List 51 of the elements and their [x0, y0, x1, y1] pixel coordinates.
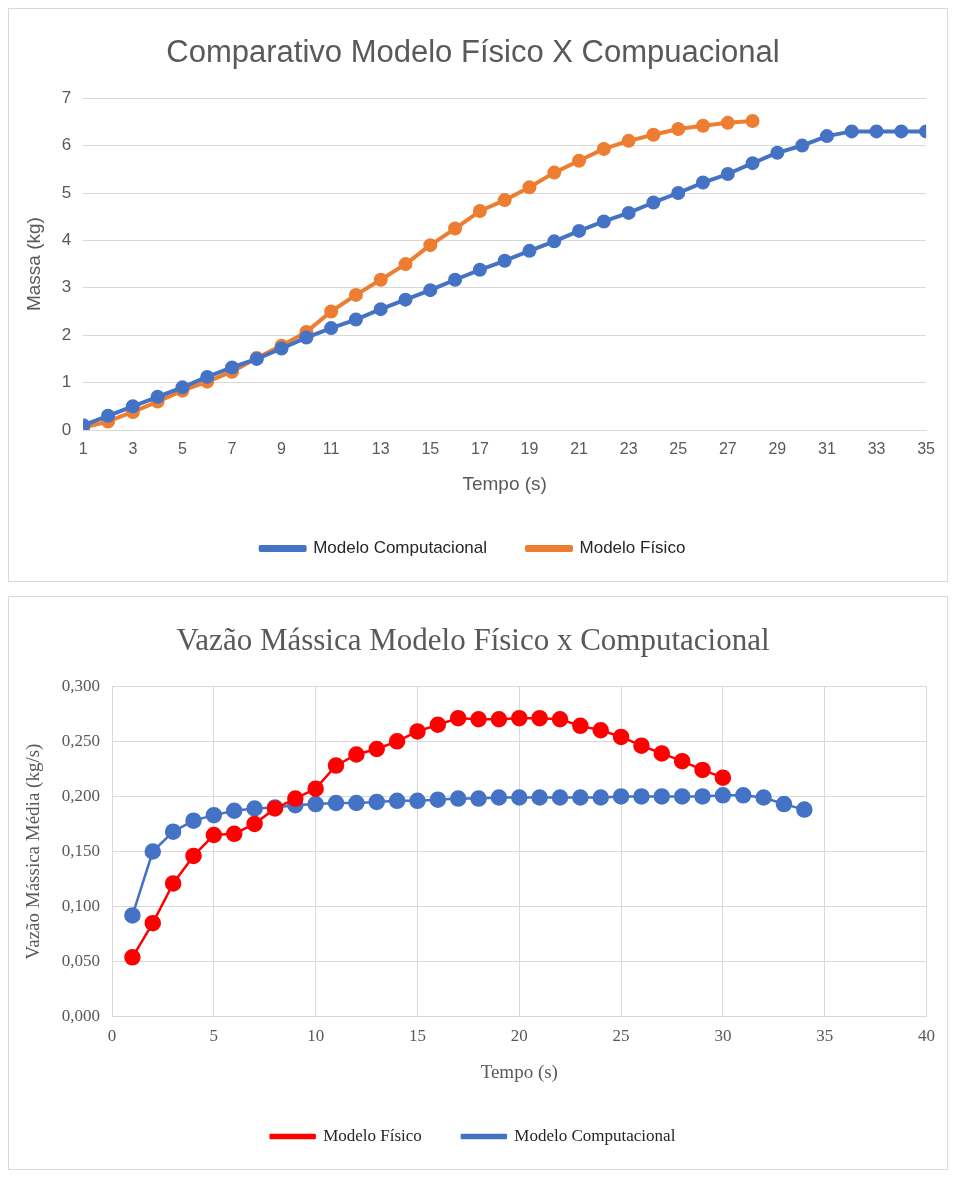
y-tick-label: 0,200 [61, 785, 101, 805]
x-tick-label: 25 [612, 1026, 630, 1046]
y-tick-label: 0,150 [61, 840, 101, 860]
y-tick-label: 0 [61, 419, 72, 439]
x-tick-label: 13 [371, 440, 390, 458]
x-tick-label: 9 [277, 440, 287, 458]
x-tick-label: 31 [818, 440, 836, 458]
y-tick-label: 7 [61, 87, 72, 107]
y-axis-title: Massa (kg) [22, 217, 44, 312]
x-tick-label: 10 [307, 1026, 325, 1046]
x-axis-title: Tempo (s) [462, 472, 547, 494]
legend-label: Modelo Físico [579, 538, 686, 558]
y-tick-label: 0,050 [61, 951, 101, 971]
x-tick-label: 35 [917, 440, 936, 458]
x-tick-label: 3 [128, 440, 138, 458]
y-tick-label: 5 [61, 182, 72, 202]
y-tick-label: 3 [61, 277, 72, 297]
x-tick-label: 30 [714, 1026, 732, 1046]
x-tick-label: 29 [768, 440, 787, 458]
legend-label: Modelo Computacional [514, 1125, 676, 1145]
x-tick-label: 5 [177, 440, 187, 458]
x-tick-label: 21 [570, 440, 589, 458]
y-tick-label: 0,000 [61, 1006, 101, 1026]
legend-label: Modelo Físico [323, 1125, 422, 1145]
x-tick-label: 23 [619, 440, 638, 458]
chart-title: Comparativo Modelo Físico X Compuacional [166, 34, 780, 70]
chart-title: Vazão Mássica Modelo Físico x Computacional [176, 621, 770, 657]
x-tick-label: 11 [322, 440, 340, 458]
y-tick-label: 6 [61, 135, 72, 155]
x-tick-label: 35 [816, 1026, 834, 1046]
x-tick-label: 15 [421, 440, 440, 458]
y-tick-label: 0,250 [61, 730, 101, 750]
x-tick-label: 40 [918, 1026, 935, 1046]
y-tick-label: 0,300 [61, 675, 101, 695]
x-tick-label: 0 [107, 1026, 117, 1046]
y-tick-label: 2 [61, 324, 72, 344]
y-axis-title: Vazão Mássica Média (kg/s) [22, 743, 45, 960]
x-tick-label: 17 [470, 440, 489, 458]
x-axis-title: Tempo (s) [480, 1060, 558, 1083]
y-tick-label: 4 [61, 230, 72, 250]
x-tick-label: 19 [520, 440, 539, 458]
x-tick-label: 27 [718, 440, 737, 458]
y-tick-label: 0,100 [61, 896, 101, 916]
x-tick-label: 25 [669, 440, 688, 458]
y-tick-label: 1 [61, 372, 72, 392]
x-tick-label: 20 [510, 1026, 528, 1046]
legend-label: Modelo Computacional [313, 538, 488, 558]
x-tick-label: 15 [408, 1026, 426, 1046]
x-tick-label: 5 [209, 1026, 219, 1046]
x-tick-label: 7 [227, 440, 237, 458]
x-tick-label: 33 [867, 440, 886, 458]
